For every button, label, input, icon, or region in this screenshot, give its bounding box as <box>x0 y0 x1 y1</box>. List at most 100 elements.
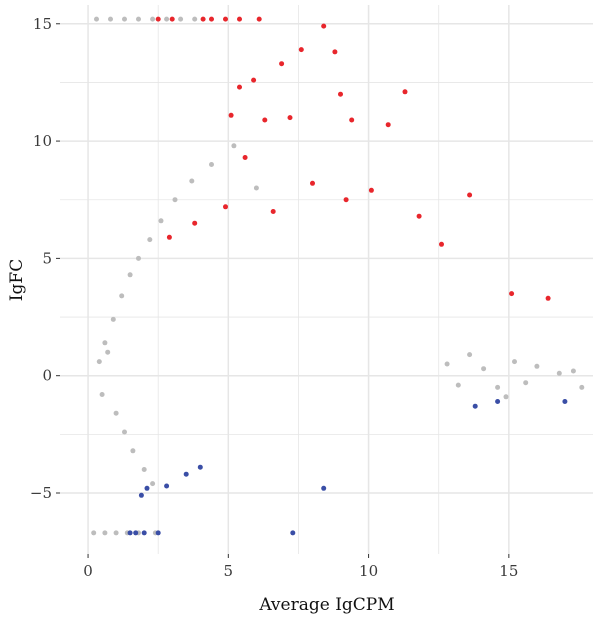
data-point <box>287 115 293 121</box>
data-point <box>158 218 164 224</box>
data-point <box>349 117 355 123</box>
data-point <box>385 122 391 128</box>
data-point <box>189 178 195 184</box>
data-point <box>467 192 473 198</box>
data-point <box>290 530 296 536</box>
data-point <box>91 530 97 536</box>
data-point <box>178 16 184 22</box>
data-point <box>562 399 568 404</box>
data-point <box>96 359 102 365</box>
data-point <box>570 368 576 374</box>
y-tick-label: 0 <box>42 367 52 385</box>
data-point <box>439 241 444 247</box>
plot-panel-background <box>60 5 593 554</box>
data-point <box>523 380 529 386</box>
data-point <box>127 530 133 536</box>
x-tick-label: 0 <box>83 562 93 580</box>
data-point <box>172 197 178 203</box>
x-axis-ticks: 0 5 10 15 <box>83 554 518 580</box>
data-point <box>467 352 473 358</box>
data-point <box>150 16 156 22</box>
data-point <box>321 485 327 491</box>
grid-lines <box>60 5 593 554</box>
data-point <box>223 16 228 22</box>
series-1 <box>155 16 551 301</box>
data-point <box>127 272 133 278</box>
data-point <box>113 410 119 416</box>
data-point <box>270 209 276 214</box>
data-point <box>136 255 141 261</box>
data-point <box>509 291 515 297</box>
data-point <box>402 89 408 95</box>
data-point <box>579 384 585 390</box>
data-point <box>223 204 228 210</box>
data-point <box>503 394 509 400</box>
data-point <box>192 16 198 22</box>
y-tick-label: −5 <box>30 484 52 502</box>
data-point <box>99 392 105 397</box>
data-point <box>321 23 327 29</box>
data-point <box>209 162 214 167</box>
data-point <box>512 359 517 365</box>
data-point <box>122 429 127 435</box>
data-point <box>481 366 487 372</box>
y-tick-label: 10 <box>33 132 52 150</box>
y-axis-title: IgFC <box>7 259 27 301</box>
x-tick-label: 5 <box>224 562 234 580</box>
data-point <box>136 16 141 22</box>
x-axis-title: Average IgCPM <box>258 595 394 615</box>
data-point <box>242 155 248 160</box>
data-point <box>138 492 144 498</box>
data-point <box>338 91 343 97</box>
data-point <box>444 361 450 367</box>
x-tick-label: 10 <box>359 562 378 580</box>
data-point <box>197 464 203 470</box>
data-point <box>298 47 304 53</box>
data-point <box>155 16 161 22</box>
data-point <box>231 143 237 149</box>
data-point <box>253 185 259 191</box>
data-point <box>343 197 349 203</box>
data-point <box>130 448 136 454</box>
data-point <box>251 77 257 83</box>
data-point <box>155 530 161 536</box>
series-2 <box>127 399 568 536</box>
data-point <box>133 530 139 536</box>
data-point <box>141 467 147 472</box>
y-tick-label: 15 <box>33 15 52 33</box>
data-point <box>113 530 119 536</box>
series-0 <box>91 16 585 536</box>
data-point <box>102 530 108 536</box>
data-point <box>310 180 315 186</box>
data-point <box>495 384 501 390</box>
data-point <box>164 16 170 22</box>
data-point <box>209 16 214 22</box>
data-point <box>108 16 113 22</box>
data-point <box>556 370 562 376</box>
data-point <box>94 16 99 22</box>
data-point <box>368 187 374 193</box>
data-point <box>150 481 156 487</box>
data-point <box>169 16 175 22</box>
data-point <box>262 117 268 123</box>
data-point <box>110 316 116 322</box>
data-point <box>472 403 478 409</box>
data-point <box>237 16 242 22</box>
data-point <box>545 295 551 301</box>
data-point <box>147 237 153 243</box>
data-point <box>228 112 234 118</box>
data-point <box>102 340 108 346</box>
data-point <box>105 349 111 355</box>
data-point <box>164 483 170 489</box>
data-point <box>332 49 338 55</box>
data-point <box>237 84 242 90</box>
data-point <box>256 16 262 22</box>
data-point <box>183 471 189 477</box>
y-tick-label: 5 <box>42 249 52 267</box>
data-point <box>416 213 422 219</box>
y-axis-ticks: −5 0 5 10 15 <box>30 15 60 502</box>
data-point <box>200 16 206 22</box>
data-point <box>144 485 150 491</box>
data-point <box>166 234 172 240</box>
